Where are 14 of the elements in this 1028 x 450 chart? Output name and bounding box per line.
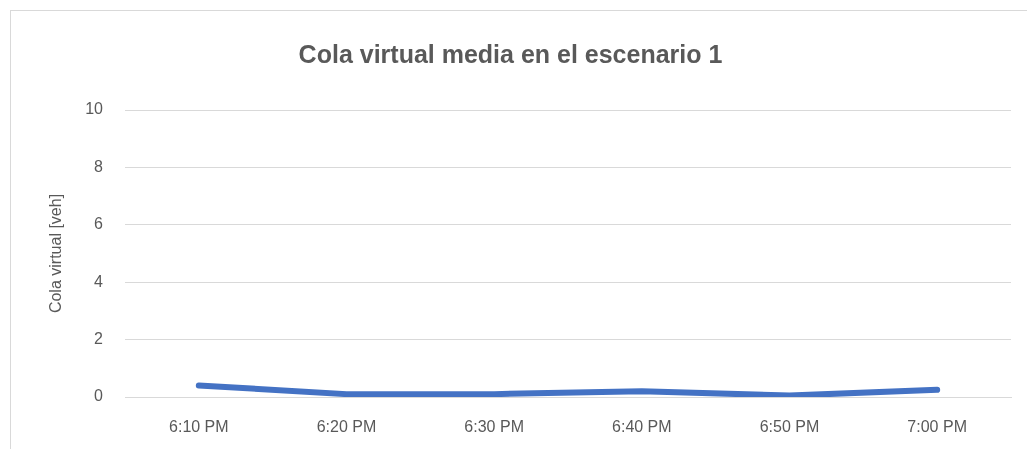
y-tick-label: 2 <box>94 330 104 348</box>
x-tick-label: 6:50 PM <box>759 418 820 436</box>
y-tick-label: 6 <box>94 215 104 233</box>
x-tick-label: 7:00 PM <box>907 418 967 436</box>
chart-title: Cola virtual media en el escenario 1 <box>298 39 723 68</box>
x-tick-label: 6:30 PM <box>464 418 524 436</box>
x-tick-label: 6:10 PM <box>169 418 229 436</box>
y-axis-title: Cola virtual [veh] <box>47 193 65 314</box>
y-tick-label: 0 <box>94 387 104 405</box>
x-tick-label: 6:40 PM <box>612 418 672 436</box>
y-tick-label: 8 <box>94 157 104 175</box>
x-tick-label: 6:20 PM <box>316 418 377 436</box>
y-tick-label: 4 <box>94 272 104 290</box>
y-tick-label: 10 <box>85 100 104 118</box>
